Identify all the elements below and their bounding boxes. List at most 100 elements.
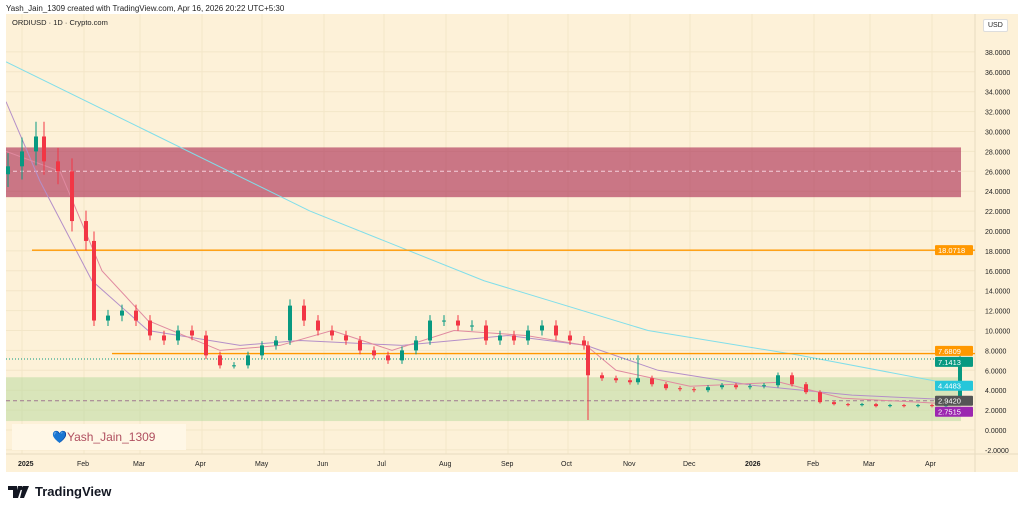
candle-body (288, 305, 292, 341)
y-tick-label: 18.0000 (985, 249, 1010, 256)
x-tick-label: Apr (925, 461, 937, 468)
moving-average-line (6, 150, 961, 405)
candle-body (888, 405, 892, 407)
candle-body (692, 389, 696, 391)
candle-body (512, 335, 516, 341)
watermark: 💙Yash_Jain_1309 (12, 424, 186, 450)
chart-credit: Yash_Jain_1309 created with TradingView.… (6, 4, 285, 13)
candle-body (470, 325, 474, 327)
candle-body (176, 330, 180, 341)
candle-body (372, 350, 376, 356)
candle-body (232, 365, 236, 367)
candle-body (442, 320, 446, 322)
candle-body (832, 402, 836, 405)
tradingview-logo-icon (8, 485, 29, 498)
y-tick-label: 22.0000 (985, 209, 1010, 216)
y-tick-label: 8.0000 (985, 348, 1007, 355)
price-label-badge (935, 245, 973, 256)
x-tick-label: Sep (501, 461, 514, 468)
currency-button[interactable]: USD (983, 19, 1008, 32)
x-tick-label: Jun (317, 461, 328, 468)
candle-body (134, 310, 138, 321)
y-tick-label: 20.0000 (985, 229, 1010, 236)
price-label-badge (935, 395, 973, 406)
x-tick-label: Dec (683, 461, 696, 468)
candle-body (204, 335, 208, 356)
candle-body (568, 335, 572, 341)
candle-body (678, 388, 682, 390)
candle-body (748, 386, 752, 388)
candle-body (56, 161, 60, 172)
candle-body (664, 384, 668, 389)
candle-body (260, 345, 264, 356)
candle-body (456, 320, 460, 326)
blue-heart-icon: 💙 (52, 430, 67, 444)
candle-body (190, 330, 194, 336)
watermark-text: Yash_Jain_1309 (66, 430, 156, 444)
candle-body (84, 221, 88, 241)
candle-body (916, 405, 920, 407)
x-tick-label: Aug (439, 461, 452, 468)
candle-body (330, 330, 334, 336)
candle-body (776, 375, 780, 386)
y-tick-label: 2.0000 (985, 408, 1007, 415)
y-tick-label: 12.0000 (985, 309, 1010, 316)
candle-body (42, 136, 46, 162)
candle-body (930, 405, 934, 407)
candle-body (148, 320, 152, 336)
x-tick-label: Feb (807, 461, 819, 468)
y-tick-label: 10.0000 (985, 329, 1010, 336)
candle-body (804, 384, 808, 393)
price-label-text: 2.9420 (938, 397, 961, 406)
candle-body (498, 335, 502, 341)
symbol-legend[interactable]: ORDIUSD · 1D · Crypto.com (12, 18, 108, 27)
y-tick-label: 16.0000 (985, 269, 1010, 276)
candle-body (20, 151, 24, 167)
candle-body (874, 404, 878, 407)
candle-body (218, 355, 222, 366)
chart-area[interactable]: 38.0000 36.0000 34.0000 32.0000 30.0000 28.00… (6, 14, 1018, 472)
candle-body (344, 335, 348, 341)
candle-body (846, 404, 850, 406)
x-tick-label: 2025 (18, 461, 34, 468)
price-chart[interactable]: 38.0000 36.0000 34.0000 32.0000 30.0000 28.00… (6, 14, 1018, 472)
price-label-text: 7.6809 (938, 347, 961, 356)
x-tick-label: Mar (863, 461, 876, 468)
candle-body (540, 325, 544, 331)
candle-body (316, 320, 320, 331)
candle-body (162, 335, 166, 341)
x-tick-label: Jul (377, 461, 386, 468)
candle-body (400, 350, 404, 361)
price-label-badge (935, 406, 973, 417)
y-tick-label: 0.0000 (985, 428, 1007, 435)
x-tick-label: Mar (133, 461, 146, 468)
y-tick-label: 14.0000 (985, 289, 1010, 296)
candle-body (246, 355, 250, 366)
tradingview-logo[interactable]: TradingView (8, 484, 111, 499)
candle-body (414, 340, 418, 351)
y-tick-label: 36.0000 (985, 70, 1010, 77)
x-tick-label: Nov (623, 461, 636, 468)
price-label-text: 2.7515 (938, 408, 961, 417)
y-tick-label: 38.0000 (985, 50, 1010, 57)
price-label-text: 7.1413 (938, 358, 961, 367)
candle-body (818, 392, 822, 403)
y-tick-label: 34.0000 (985, 90, 1010, 97)
candle-body (34, 136, 38, 152)
y-tick-label: 30.0000 (985, 130, 1010, 137)
candle-body (650, 378, 654, 385)
candle-body (636, 378, 640, 383)
candle-body (106, 315, 110, 321)
x-tick-label: Oct (561, 461, 572, 468)
candle-body (600, 375, 604, 379)
zone-rectangle (6, 377, 961, 422)
candle-body (526, 330, 530, 341)
candle-body (484, 325, 488, 341)
candle-body (428, 320, 432, 341)
moving-average-line (6, 61, 961, 387)
price-label-text: 18.0718 (938, 246, 965, 255)
candle-body (358, 340, 362, 351)
price-label-badge (935, 345, 973, 356)
price-label-badge (935, 356, 973, 367)
candle-body (274, 340, 278, 346)
